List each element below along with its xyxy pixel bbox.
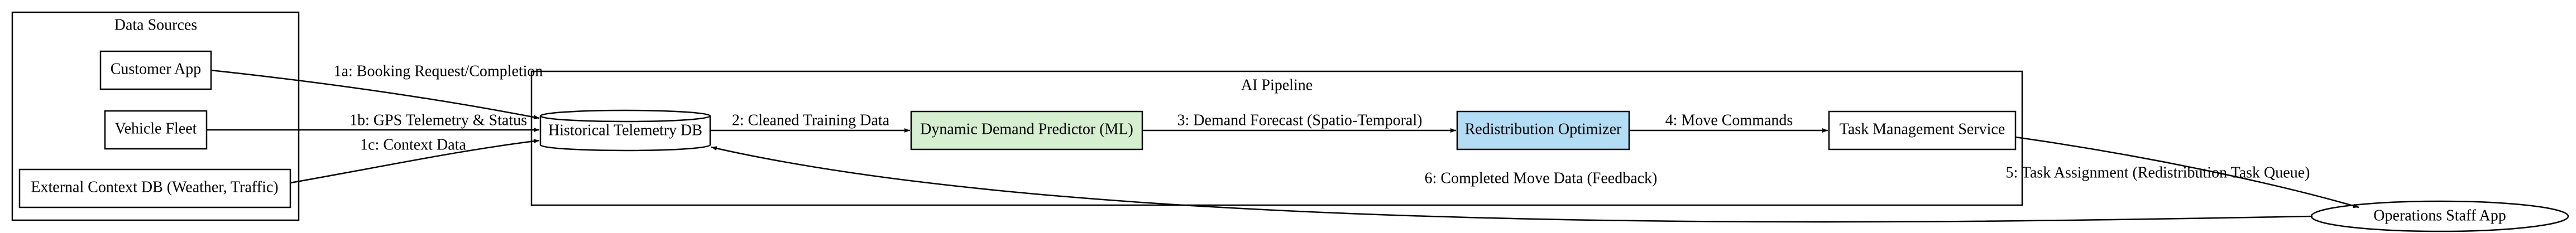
node-label: Redistribution Optimizer [1465,120,1622,138]
node-label: Task Management Service [1840,120,2005,138]
node-label: External Context DB (Weather, Traffic) [31,178,278,196]
edge [711,146,2313,223]
edge-label: 1c: Context Data [360,136,466,153]
edge [210,69,540,120]
edge-label: 5: Task Assignment (Redistribution Task … [2006,164,2310,181]
cluster-label: AI Pipeline [1241,76,1313,94]
node [18,168,291,208]
node-label: Dynamic Demand Predictor (ML) [920,120,1133,138]
node [1828,110,2017,151]
edge-label: 1a: Booking Request/Completion [334,62,543,80]
node [910,110,1143,151]
edge-label: 3: Demand Forecast (Spatio-Temporal) [1177,111,1423,129]
cluster [11,11,300,221]
edge-label: 4: Move Commands [1665,111,1793,129]
node-label: Vehicle Fleet [115,120,197,137]
edge-label: 2: Cleaned Training Data [732,111,890,129]
node-label: Operations Staff App [2373,207,2506,224]
node-label: Historical Telemetry DB [548,122,702,139]
edge-label: 1b: GPS Telemetry & Status [349,111,527,129]
edge [2015,136,2359,208]
node-label: Customer App [111,60,202,77]
edge [290,139,540,184]
cluster-label: Data Sources [114,16,198,33]
cylinder [539,109,711,152]
edge-label: 6: Completed Move Data (Feedback) [1425,169,1658,187]
